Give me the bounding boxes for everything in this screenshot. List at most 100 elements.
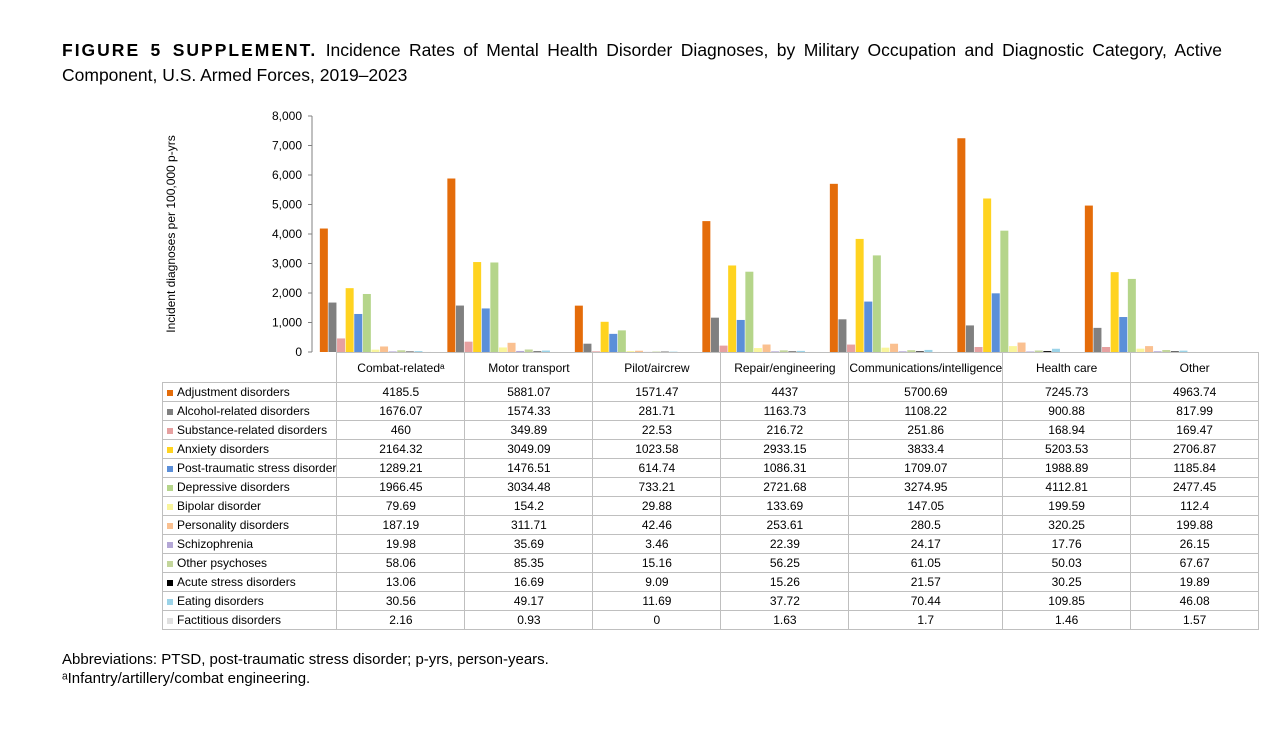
table-row: Depressive disorders 1966.45 3034.48 733.21…	[161, 477, 1260, 497]
table-cell: 3.46	[592, 534, 722, 554]
bar-eating-disorders	[541, 350, 550, 352]
category-header: Combat-relatedᵃ	[336, 352, 466, 383]
table-cell: 7245.73	[1002, 382, 1132, 402]
bar-anxiety-disorders	[855, 238, 864, 352]
table-cell: 3034.48	[464, 477, 594, 497]
footnote: ᵃInfantry/artillery/combat engineering.	[62, 670, 311, 687]
y-tick-label: 5,000	[272, 198, 302, 212]
bar-acute-stress-disorders	[1043, 351, 1052, 352]
table-cell: 61.05	[848, 553, 1004, 573]
table-cell: 2721.68	[720, 477, 850, 497]
table-cell: 460	[336, 420, 466, 440]
bar-bipolar-disorder	[881, 347, 890, 352]
bar-anxiety-disorders	[345, 288, 354, 352]
table-row: Eating disorders 30.56 49.17 11.69 37.72 70.4…	[161, 591, 1260, 611]
legend-label: Personality disorders	[177, 518, 290, 532]
table-cell: 1185.84	[1130, 458, 1260, 478]
table-cell: 1.57	[1130, 610, 1260, 630]
bar-alcohol-related-disorders	[455, 305, 464, 352]
bar-eating-disorders	[1179, 350, 1188, 352]
table-cell: 733.21	[592, 477, 722, 497]
bar-personality-disorders	[380, 346, 389, 352]
y-axis-label: Incident diagnoses per 100,000 p-yrs	[164, 135, 178, 332]
bar-post-traumatic-stress-disorder	[864, 301, 873, 352]
table-cell: 1.7	[848, 610, 1004, 630]
table-cell: 817.99	[1130, 401, 1260, 421]
table-cell: 1108.22	[848, 401, 1004, 421]
table-cell: 42.46	[592, 515, 722, 535]
table-cell: 1289.21	[336, 458, 466, 478]
table-cell: 19.89	[1130, 572, 1260, 592]
bar-eating-disorders	[924, 349, 933, 352]
bar-personality-disorders	[762, 344, 771, 352]
legend-label: Acute stress disorders	[177, 575, 296, 589]
legend-label: Adjustment disorders	[177, 385, 290, 399]
table-cell: 49.17	[464, 591, 594, 611]
table-cell: 169.47	[1130, 420, 1260, 440]
bar-substance-related-disorders	[592, 351, 601, 352]
table-cell: 1023.58	[592, 439, 722, 459]
table-cell: 199.88	[1130, 515, 1260, 535]
bar-substance-related-disorders	[464, 341, 473, 352]
bar-anxiety-disorders	[983, 198, 992, 352]
legend-label: Eating disorders	[177, 594, 264, 608]
legend-label: Post-traumatic stress disorder	[177, 461, 337, 475]
table-cell: 199.59	[1002, 496, 1132, 516]
legend-entry: Alcohol-related disorders	[161, 401, 338, 421]
category-header: Repair/engineering	[720, 352, 850, 383]
table-cell: 0	[592, 610, 722, 630]
table-cell: 35.69	[464, 534, 594, 554]
table-cell: 30.56	[336, 591, 466, 611]
legend-swatch	[167, 522, 173, 529]
table-cell: 58.06	[336, 553, 466, 573]
table-cell: 216.72	[720, 420, 850, 440]
table-cell: 1163.73	[720, 401, 850, 421]
bar-adjustment-disorders	[574, 305, 583, 352]
table-cell: 13.06	[336, 572, 466, 592]
table-row: Substance-related disorders 460 349.89 22.5…	[161, 420, 1260, 440]
legend-entry: Anxiety disorders	[161, 439, 338, 459]
bar-substance-related-disorders	[974, 347, 983, 352]
table-row: Personality disorders 187.19 311.71 42.46 25…	[161, 515, 1260, 535]
bar-alcohol-related-disorders	[1093, 327, 1102, 352]
bar-eating-disorders	[414, 351, 423, 352]
bar-bipolar-disorder	[1136, 348, 1145, 352]
table-cell: 168.94	[1002, 420, 1132, 440]
bar-schizophrenia	[516, 350, 525, 352]
category-header: Pilot/aircrew	[592, 352, 722, 383]
bar-schizophrenia	[1153, 351, 1162, 352]
category-header: Motor transport	[464, 352, 594, 383]
y-tick-label: 3,000	[272, 257, 302, 271]
legend-entry: Adjustment disorders	[161, 382, 338, 402]
bar-bipolar-disorder	[498, 347, 507, 352]
bar-other-psychoses	[397, 350, 406, 352]
bar-other-psychoses	[524, 349, 533, 352]
table-cell: 1574.33	[464, 401, 594, 421]
legend-entry: Schizophrenia	[161, 534, 338, 554]
bar-post-traumatic-stress-disorder	[609, 333, 618, 352]
bar-anxiety-disorders	[1110, 272, 1119, 352]
legend-entry: Other psychoses	[161, 553, 338, 573]
table-cell: 30.25	[1002, 572, 1132, 592]
table-cell: 2706.87	[1130, 439, 1260, 459]
bar-alcohol-related-disorders	[583, 343, 592, 352]
bar-schizophrenia	[771, 351, 780, 352]
table-cell: 187.19	[336, 515, 466, 535]
bar-bipolar-disorder	[753, 348, 762, 352]
table-cell: 21.57	[848, 572, 1004, 592]
bar-adjustment-disorders	[957, 138, 966, 352]
bar-eating-disorders	[796, 350, 805, 352]
legend-label: Substance-related disorders	[177, 423, 328, 437]
legend-swatch	[167, 503, 173, 510]
bar-other-psychoses	[779, 350, 788, 352]
bar-substance-related-disorders	[847, 344, 856, 352]
y-tick-label: 1,000	[272, 316, 302, 330]
table-cell: 320.25	[1002, 515, 1132, 535]
table-row: Schizophrenia 19.98 35.69 3.46 22.39 24.17 17.…	[161, 534, 1260, 554]
legend-entry: Depressive disorders	[161, 477, 338, 497]
legend-swatch	[167, 408, 173, 415]
table-cell: 79.69	[336, 496, 466, 516]
bar-anxiety-disorders	[473, 262, 482, 352]
legend-swatch	[167, 579, 173, 586]
table-cell: 9.09	[592, 572, 722, 592]
